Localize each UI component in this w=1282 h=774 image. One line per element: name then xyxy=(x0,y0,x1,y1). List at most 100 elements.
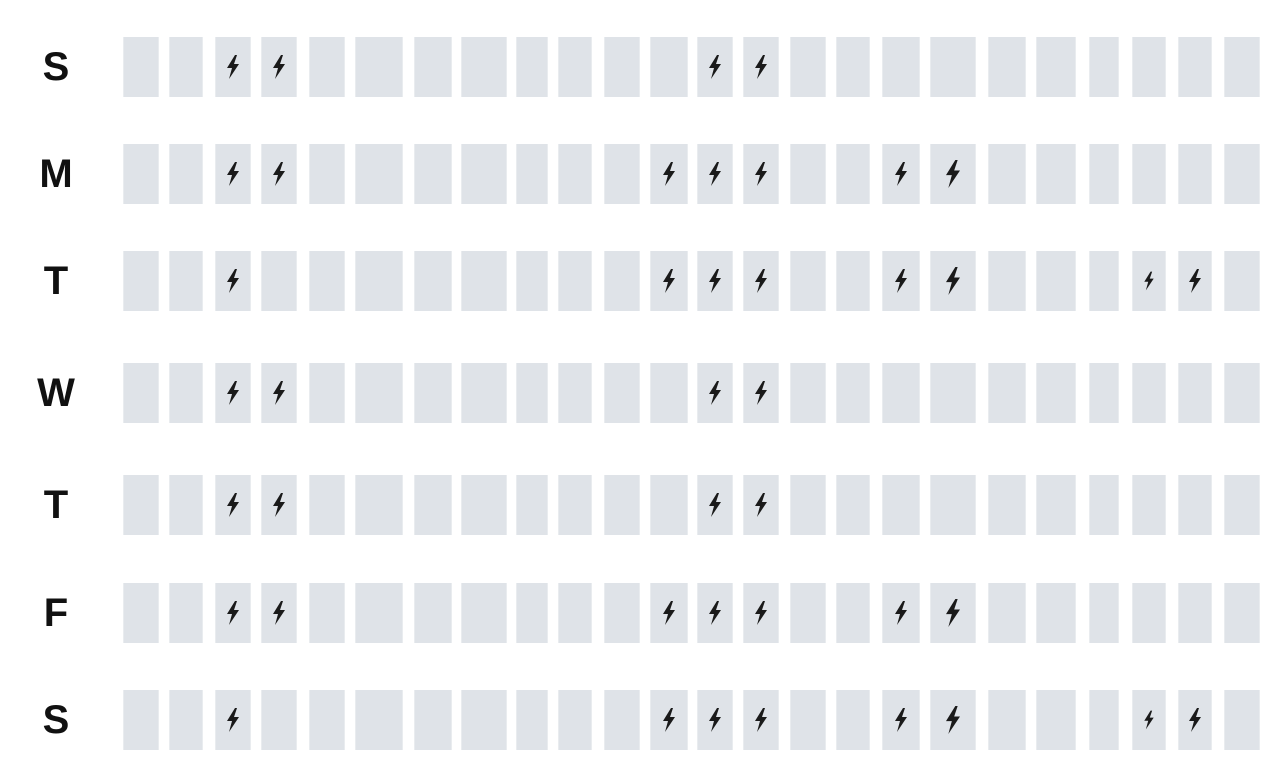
time-slot[interactable] xyxy=(1089,690,1119,750)
time-slot[interactable] xyxy=(1036,690,1076,750)
time-slot[interactable] xyxy=(1089,475,1119,535)
time-slot[interactable] xyxy=(1178,475,1212,535)
time-slot[interactable] xyxy=(1036,475,1076,535)
time-slot[interactable] xyxy=(988,475,1026,535)
time-slot[interactable] xyxy=(461,37,507,97)
time-slot[interactable] xyxy=(261,475,297,535)
time-slot[interactable] xyxy=(1036,583,1076,643)
time-slot[interactable] xyxy=(743,475,779,535)
time-slot[interactable] xyxy=(1132,144,1166,204)
time-slot[interactable] xyxy=(123,363,159,423)
time-slot[interactable] xyxy=(1132,37,1166,97)
time-slot[interactable] xyxy=(743,583,779,643)
time-slot[interactable] xyxy=(558,363,592,423)
time-slot[interactable] xyxy=(930,690,976,750)
time-slot[interactable] xyxy=(697,144,733,204)
time-slot[interactable] xyxy=(215,690,251,750)
time-slot[interactable] xyxy=(1224,251,1260,311)
time-slot[interactable] xyxy=(1132,251,1166,311)
time-slot[interactable] xyxy=(1178,37,1212,97)
time-slot[interactable] xyxy=(516,251,548,311)
time-slot[interactable] xyxy=(169,251,203,311)
time-slot[interactable] xyxy=(558,251,592,311)
time-slot[interactable] xyxy=(790,583,826,643)
time-slot[interactable] xyxy=(461,363,507,423)
time-slot[interactable] xyxy=(1178,363,1212,423)
time-slot[interactable] xyxy=(836,251,870,311)
time-slot[interactable] xyxy=(743,251,779,311)
time-slot[interactable] xyxy=(123,251,159,311)
time-slot[interactable] xyxy=(650,690,688,750)
time-slot[interactable] xyxy=(261,251,297,311)
time-slot[interactable] xyxy=(355,690,403,750)
time-slot[interactable] xyxy=(882,363,920,423)
time-slot[interactable] xyxy=(461,251,507,311)
time-slot[interactable] xyxy=(123,37,159,97)
time-slot[interactable] xyxy=(355,475,403,535)
time-slot[interactable] xyxy=(836,144,870,204)
time-slot[interactable] xyxy=(414,37,452,97)
time-slot[interactable] xyxy=(1036,251,1076,311)
time-slot[interactable] xyxy=(1224,363,1260,423)
time-slot[interactable] xyxy=(1224,37,1260,97)
time-slot[interactable] xyxy=(558,583,592,643)
time-slot[interactable] xyxy=(650,251,688,311)
time-slot[interactable] xyxy=(790,37,826,97)
time-slot[interactable] xyxy=(1132,690,1166,750)
time-slot[interactable] xyxy=(215,363,251,423)
time-slot[interactable] xyxy=(461,475,507,535)
time-slot[interactable] xyxy=(1224,475,1260,535)
time-slot[interactable] xyxy=(1224,583,1260,643)
time-slot[interactable] xyxy=(604,37,640,97)
time-slot[interactable] xyxy=(1224,690,1260,750)
time-slot[interactable] xyxy=(1178,251,1212,311)
time-slot[interactable] xyxy=(169,583,203,643)
time-slot[interactable] xyxy=(988,363,1026,423)
time-slot[interactable] xyxy=(930,251,976,311)
time-slot[interactable] xyxy=(697,363,733,423)
time-slot[interactable] xyxy=(516,583,548,643)
time-slot[interactable] xyxy=(309,690,345,750)
time-slot[interactable] xyxy=(414,475,452,535)
time-slot[interactable] xyxy=(355,363,403,423)
time-slot[interactable] xyxy=(355,251,403,311)
time-slot[interactable] xyxy=(930,475,976,535)
time-slot[interactable] xyxy=(516,690,548,750)
time-slot[interactable] xyxy=(123,690,159,750)
time-slot[interactable] xyxy=(414,690,452,750)
time-slot[interactable] xyxy=(414,251,452,311)
time-slot[interactable] xyxy=(414,144,452,204)
time-slot[interactable] xyxy=(123,475,159,535)
time-slot[interactable] xyxy=(790,144,826,204)
time-slot[interactable] xyxy=(215,475,251,535)
time-slot[interactable] xyxy=(1089,583,1119,643)
time-slot[interactable] xyxy=(1178,690,1212,750)
time-slot[interactable] xyxy=(743,144,779,204)
time-slot[interactable] xyxy=(215,583,251,643)
time-slot[interactable] xyxy=(697,475,733,535)
time-slot[interactable] xyxy=(355,144,403,204)
time-slot[interactable] xyxy=(516,37,548,97)
time-slot[interactable] xyxy=(558,475,592,535)
time-slot[interactable] xyxy=(261,363,297,423)
time-slot[interactable] xyxy=(261,583,297,643)
time-slot[interactable] xyxy=(516,363,548,423)
time-slot[interactable] xyxy=(882,475,920,535)
time-slot[interactable] xyxy=(743,37,779,97)
time-slot[interactable] xyxy=(169,363,203,423)
time-slot[interactable] xyxy=(215,37,251,97)
time-slot[interactable] xyxy=(1132,475,1166,535)
time-slot[interactable] xyxy=(650,475,688,535)
time-slot[interactable] xyxy=(558,144,592,204)
time-slot[interactable] xyxy=(604,251,640,311)
time-slot[interactable] xyxy=(309,251,345,311)
time-slot[interactable] xyxy=(836,37,870,97)
time-slot[interactable] xyxy=(604,475,640,535)
time-slot[interactable] xyxy=(790,363,826,423)
time-slot[interactable] xyxy=(882,583,920,643)
time-slot[interactable] xyxy=(516,475,548,535)
time-slot[interactable] xyxy=(1089,251,1119,311)
time-slot[interactable] xyxy=(261,690,297,750)
time-slot[interactable] xyxy=(1036,363,1076,423)
time-slot[interactable] xyxy=(1132,583,1166,643)
